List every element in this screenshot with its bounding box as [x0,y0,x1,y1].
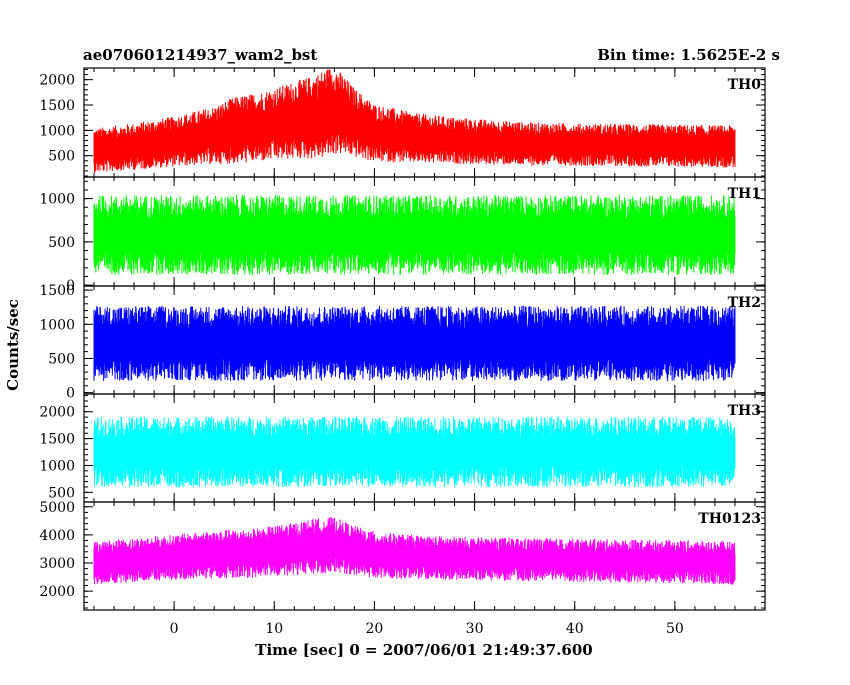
x-axis: 0 10 20 30 40 50 [170,621,684,637]
series-label-th2: TH2 [728,295,761,311]
series-trace-th2 [93,305,736,382]
x-tick-label: 10 [265,621,283,637]
x-axis-label: Time [sec] 0 = 2007/06/01 21:49:37.600 [255,641,592,659]
series-trace-th0 [93,69,736,173]
panel-th2: 0 500 1000 1500 TH2 [39,283,766,402]
y-tick-label: 500 [48,149,75,165]
y-tick-label: 2000 [39,73,75,89]
panel-th0123: 2000 3000 4000 5000 TH0123 [39,500,766,611]
y-tick-label: 500 [48,351,75,367]
y-tick-label: 1000 [39,192,75,208]
y-tick-label: 1500 [39,283,75,299]
y-tick-label: 1000 [39,317,75,333]
bin-time-label: Bin time: 1.5625E-2 s [597,46,780,64]
panel-th0: 500 1000 1500 2000 TH0 [39,67,766,178]
series-trace-th1 [93,194,736,275]
series-trace-th3 [93,416,736,488]
x-tick-label: 0 [170,621,179,637]
panel-stack: 500 1000 1500 2000 TH0 0 500 1000 TH1 0 500 1000 150… [39,67,766,611]
y-tick-label: 0 [66,278,75,294]
x-tick-label: 20 [366,621,384,637]
y-tick-label: 0 [66,386,75,402]
panel-th3: 500 1000 1500 2000 TH3 [39,393,766,503]
y-tick-label: 500 [48,235,75,251]
y-tick-label: 2000 [39,584,75,600]
panel-th1: 0 500 1000 TH1 [39,176,766,294]
x-tick-label: 40 [566,621,584,637]
y-tick-label: 1500 [39,432,75,448]
y-tick-label: 4000 [39,528,75,544]
series-label-th0: TH0 [728,77,762,93]
y-tick-label: 3000 [39,556,75,572]
x-tick-label: 50 [666,621,684,637]
series-label-th1: TH1 [728,186,761,202]
y-tick-label: 1500 [39,98,75,114]
x-tick-label: 30 [466,621,484,637]
series-label-th0123: TH0123 [698,511,761,527]
source-title: ae070601214937_wam2_bst [83,46,317,64]
y-tick-label: 2000 [39,405,75,421]
y-tick-label: 5000 [39,500,75,516]
y-tick-label: 1000 [39,458,75,474]
y-axis-label: Counts/sec [4,299,22,391]
y-tick-label: 1000 [39,123,75,139]
y-tick-label: 500 [48,485,75,501]
panel-frame [83,501,766,611]
series-label-th3: TH3 [728,403,761,419]
series-trace-th0123 [93,517,736,585]
